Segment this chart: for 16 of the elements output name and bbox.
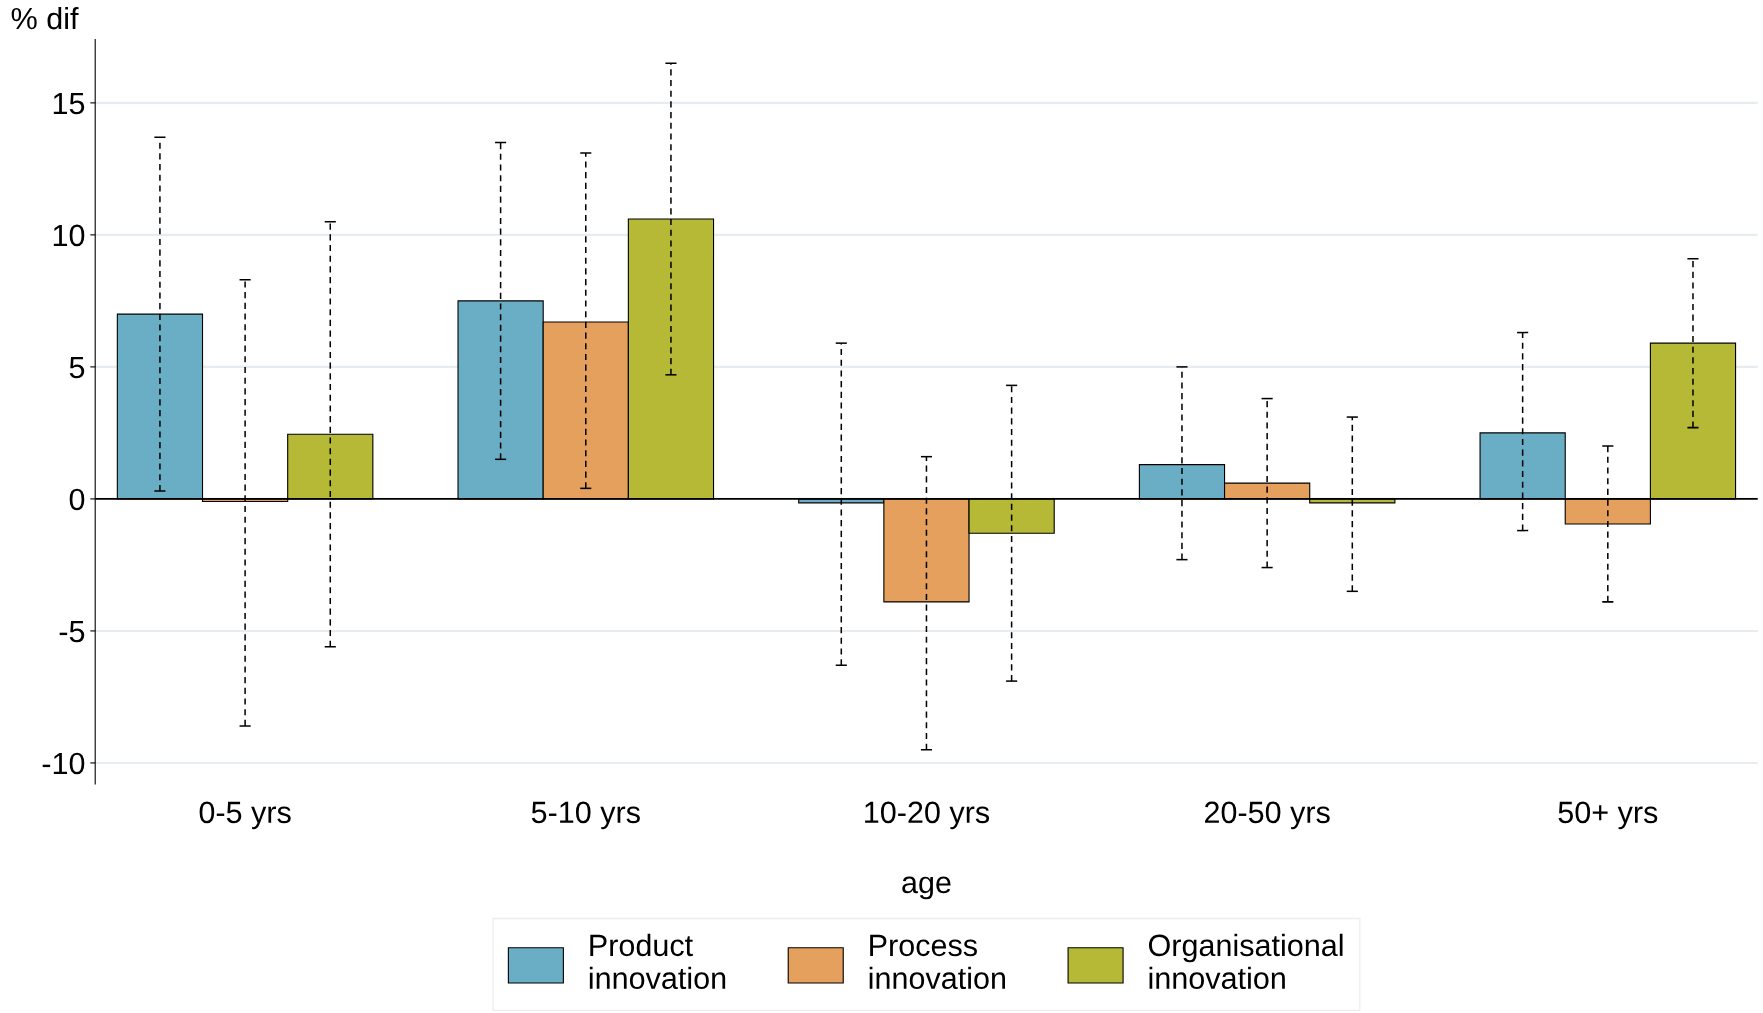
x-tick-label: 20-50 yrs	[1204, 801, 1330, 830]
legend-label: Process innovation	[869, 934, 1005, 990]
x-axis-title: age	[902, 876, 951, 900]
y-tick-label: 15	[53, 92, 85, 115]
y-tick-label: 10	[53, 224, 85, 247]
x-tick-label: 0-5 yrs	[199, 801, 291, 830]
y-axis-title: % dif	[11, 6, 79, 30]
y-tick-label: -5	[59, 620, 85, 643]
y-tick-label: 0	[69, 488, 85, 511]
y-tick-label: 5	[69, 356, 85, 379]
y-tick-label: -10	[42, 752, 85, 775]
legend-label: Product innovation	[589, 933, 726, 990]
x-tick-label: 5-10 yrs	[531, 801, 640, 830]
x-tick-label: 10-20 yrs	[865, 801, 990, 830]
legend-label: Organisational innovation	[1148, 933, 1343, 990]
x-tick-label: 50+ yrs	[1558, 801, 1658, 830]
